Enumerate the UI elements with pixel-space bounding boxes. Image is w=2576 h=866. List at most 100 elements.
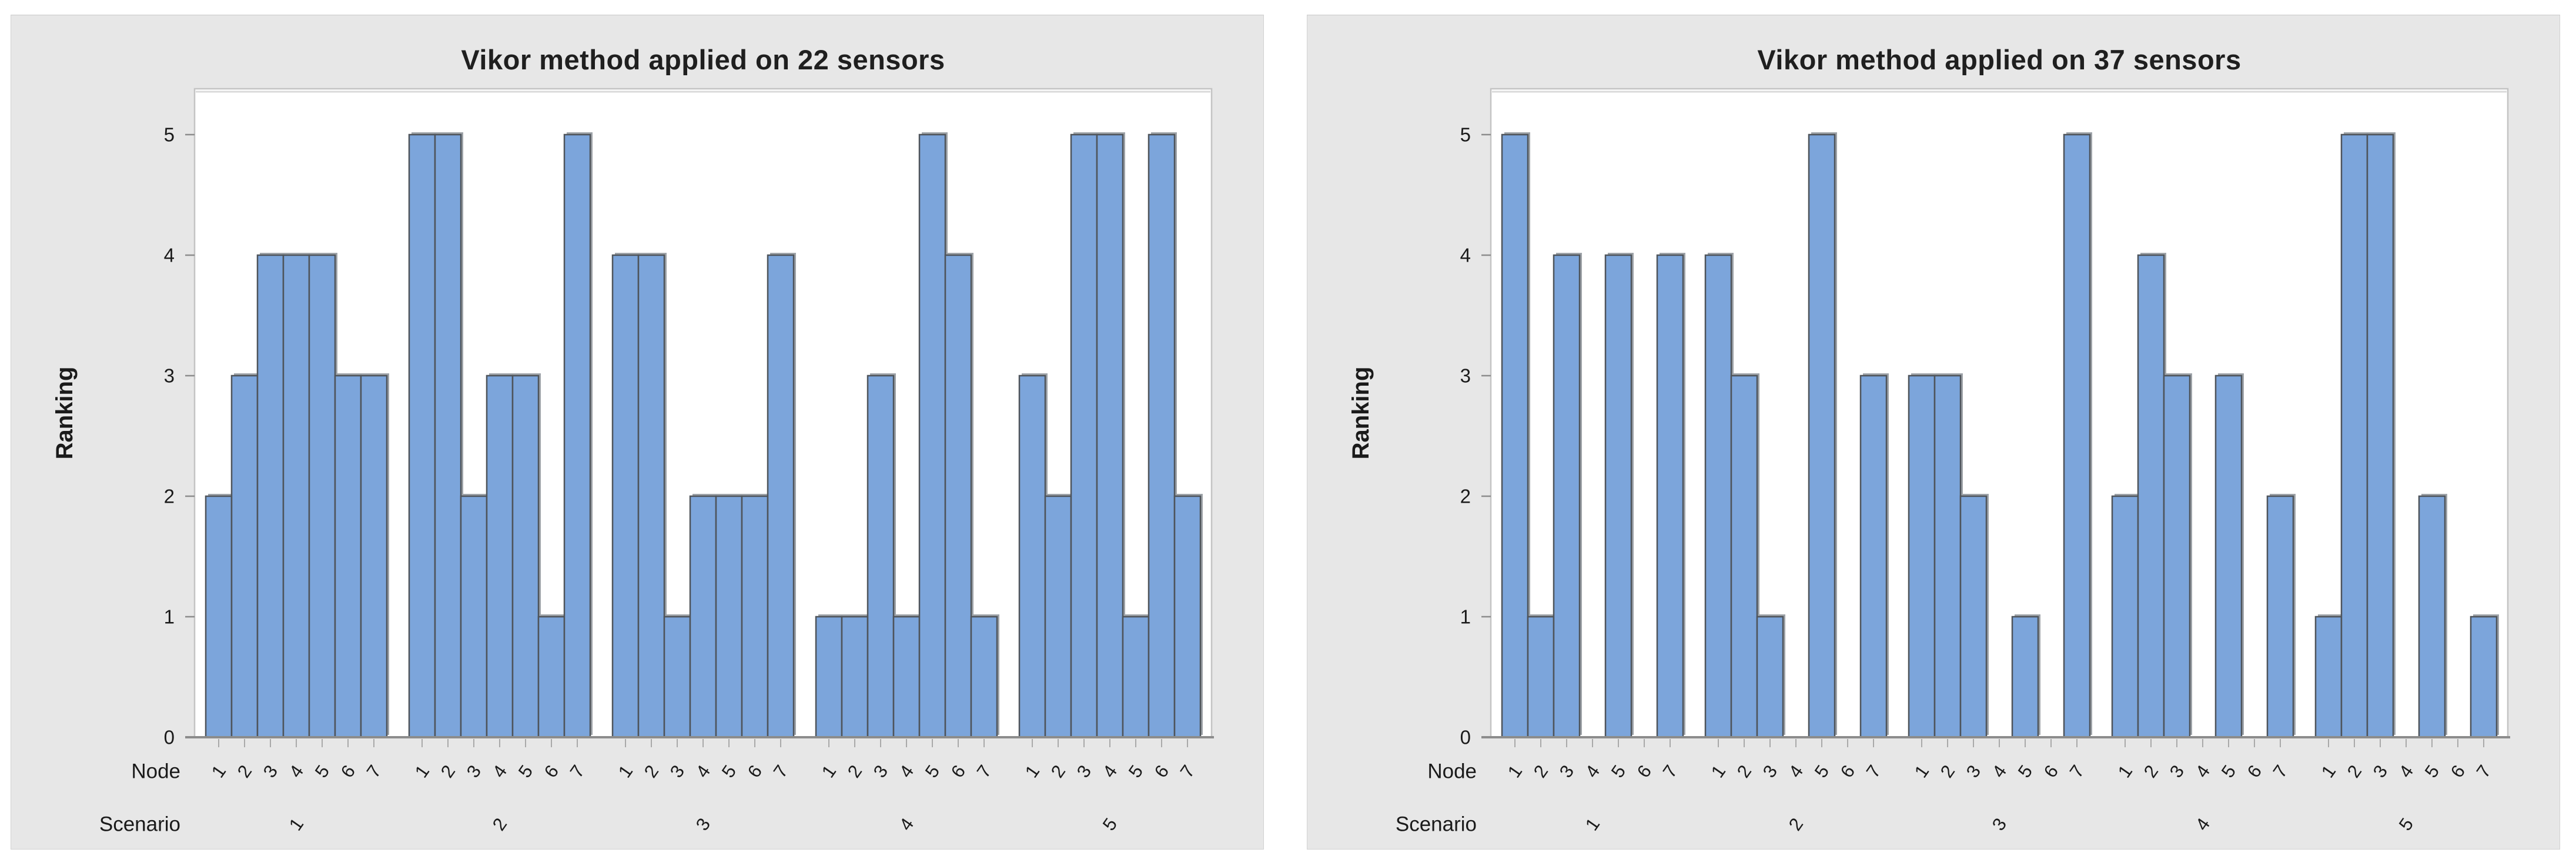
node-tick-label: 3 [2369,761,2392,781]
bar [230,375,259,738]
scenario-tick-label: 4 [895,814,918,834]
bar [867,375,895,738]
bar [1553,254,1581,738]
bar [2063,133,2091,738]
bar [918,133,946,738]
node-tick-label: 4 [1581,761,1604,781]
scenario-tick-label: 4 [2192,814,2214,834]
bar [1148,133,1176,738]
scenario-tick-label: 5 [1099,814,1122,834]
bar [1730,375,1758,738]
node-tick-label: 6 [744,761,767,781]
node-tick-label: 4 [1785,761,1808,781]
node-tick-label: 2 [437,761,460,781]
node-tick-label: 6 [1633,761,1656,781]
bar [2163,375,2191,738]
node-tick-label: 5 [1125,761,1148,781]
node-tick-label: 7 [2066,761,2089,781]
node-tick-label: 7 [363,761,386,781]
bar [1859,375,1888,738]
y-tick-label: 0 [164,727,175,748]
bar [2366,133,2394,738]
node-tick-label: 6 [2040,761,2063,781]
bar [689,495,717,738]
bar [1808,133,1836,738]
chart-title: Vikor method applied on 22 sensors [461,44,945,75]
scenario-tick-label: 1 [1581,814,1604,834]
scenario-tick-label: 5 [2395,814,2418,834]
bar [970,616,998,738]
bar [2470,616,2498,738]
bar [1044,495,1072,738]
node-tick-label: 7 [1659,761,1682,781]
bar [815,616,843,738]
bar [1096,133,1124,738]
bar [2266,495,2294,738]
node-tick-label: 1 [208,761,230,781]
node-tick-label: 1 [1707,761,1730,781]
node-tick-label: 3 [1073,761,1096,781]
bar [1122,616,1150,738]
node-tick-label: 2 [1047,761,1070,781]
chart-title: Vikor method applied on 37 sensors [1757,44,2242,75]
scenario-tick-label: 3 [1988,814,2011,834]
bar [334,375,362,738]
node-tick-label: 5 [311,761,334,781]
node-tick-label: 5 [514,761,537,781]
node-tick-label: 7 [1176,761,1199,781]
node-tick-label: 2 [2343,761,2366,781]
node-tick-label: 3 [869,761,892,781]
node-tick-label: 1 [2317,761,2340,781]
node-tick-label: 2 [844,761,867,781]
scenario-tick-label: 3 [692,814,715,834]
bar [767,254,795,738]
bar [537,616,566,738]
bar [2418,495,2446,738]
bar [741,495,769,738]
node-tick-label: 3 [1555,761,1578,781]
y-tick-label: 1 [1460,606,1471,628]
node-tick-label: 6 [540,761,563,781]
y-tick-label: 2 [164,486,175,507]
y-tick-label: 5 [164,124,175,146]
bar [1756,616,1784,738]
bar [511,375,540,738]
node-tick-label: 3 [1962,761,1985,781]
bar [1018,375,1046,738]
node-tick-label: 5 [921,761,944,781]
bar [944,254,972,738]
y-axis-title: Ranking [1348,367,1374,460]
bar [1604,254,1632,738]
node-tick-label: 6 [947,761,970,781]
node-tick-label: 1 [1911,761,1933,781]
bar [1933,375,1962,738]
node-tick-label: 4 [1988,761,2011,781]
bar [1704,254,1732,738]
node-tick-label: 6 [2243,761,2266,781]
node-tick-label: 3 [1759,761,1782,781]
bar [1908,375,1936,738]
node-tick-label: 1 [2114,761,2137,781]
bar [1527,616,1555,738]
bar [2314,616,2343,738]
node-tick-label: 1 [1021,761,1044,781]
node-tick-label: 7 [2473,761,2495,781]
bar [1656,254,1684,738]
node-tick-label: 5 [2014,761,2037,781]
node-tick-label: 7 [770,761,792,781]
bar [460,495,488,738]
bar [611,254,640,738]
bar [841,616,869,738]
y-tick-label: 0 [1460,727,1471,748]
y-tick-label: 3 [1460,365,1471,387]
node-tick-label: 1 [614,761,637,781]
bar [715,495,743,738]
bar [486,375,514,738]
node-tick-label: 4 [692,761,715,781]
bar [2137,254,2165,738]
bar [2111,495,2139,738]
node-tick-label: 1 [818,761,841,781]
bar [1959,495,1988,738]
node-tick-label: 2 [233,761,256,781]
